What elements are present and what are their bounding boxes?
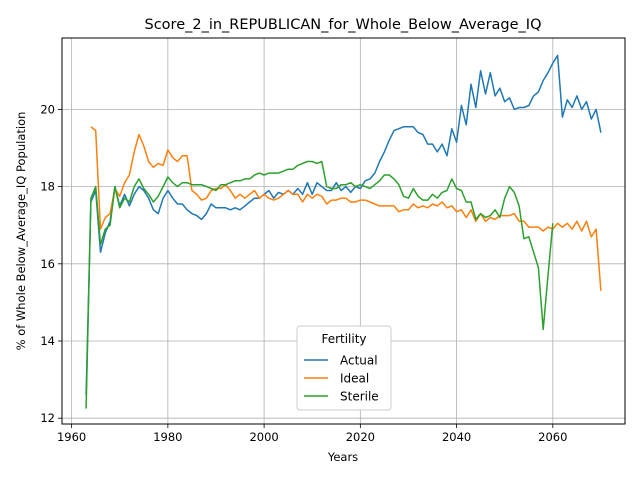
x-tick-label: 1960 [57,430,86,444]
series-line-ideal [90,126,602,291]
grid-lines [62,38,625,424]
x-axis: 1960 1980 2000 2020 2040 2060 [57,424,567,444]
legend: Fertility Actual Ideal Sterile [296,325,392,411]
series-line-sterile [85,160,554,409]
legend-frame [296,325,392,411]
y-tick-label: 16 [40,257,55,271]
x-tick-label: 1980 [153,430,182,444]
legend-items: Actual Ideal Sterile [304,354,379,404]
y-axis: 12 14 16 18 20 [40,102,62,425]
y-tick-label: 20 [40,102,55,116]
y-tick-label: 14 [40,334,55,348]
legend-label-sterile: Sterile [340,390,379,404]
x-tick-label: 2000 [249,430,278,444]
x-tick-label: 2040 [442,430,471,444]
x-tick-label: 2060 [538,430,567,444]
legend-label-actual: Actual [340,354,378,368]
chart-title: Score_2_in_REPUBLICAN_for_Whole_Below_Av… [145,17,542,33]
legend-label-ideal: Ideal [340,372,369,386]
plot-frame [61,37,626,425]
y-tick-label: 12 [40,411,55,425]
legend-title: Fertility [321,332,366,346]
series-line-actual [85,54,602,396]
series-lines [85,54,602,409]
y-axis-label: % of Whole Below_Average_IQ Population [14,112,28,351]
x-axis-label: Years [327,450,358,464]
x-tick-label: 2020 [346,430,375,444]
y-tick-label: 18 [40,180,55,194]
